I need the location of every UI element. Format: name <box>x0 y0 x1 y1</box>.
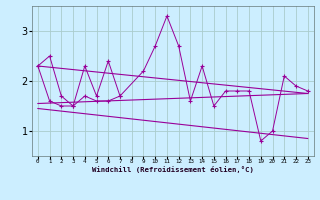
X-axis label: Windchill (Refroidissement éolien,°C): Windchill (Refroidissement éolien,°C) <box>92 166 254 173</box>
